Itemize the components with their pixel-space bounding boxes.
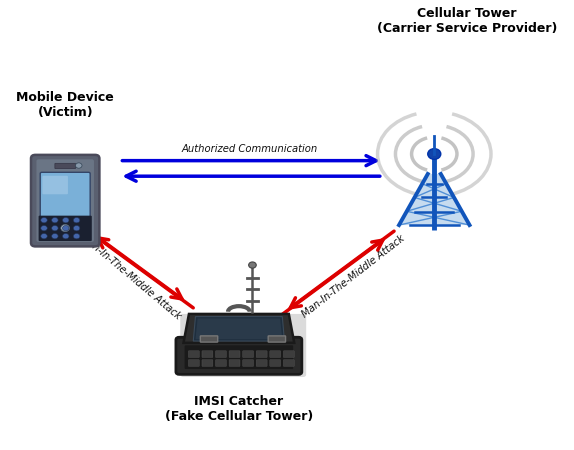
- FancyBboxPatch shape: [55, 163, 76, 169]
- Text: Mobile Device
(Victim): Mobile Device (Victim): [16, 91, 114, 119]
- Polygon shape: [184, 314, 294, 343]
- FancyBboxPatch shape: [284, 360, 294, 366]
- Circle shape: [249, 262, 256, 268]
- FancyBboxPatch shape: [38, 216, 92, 241]
- Circle shape: [63, 217, 69, 223]
- FancyBboxPatch shape: [42, 176, 68, 194]
- Polygon shape: [193, 317, 285, 341]
- FancyBboxPatch shape: [40, 172, 90, 219]
- FancyBboxPatch shape: [36, 159, 94, 242]
- Circle shape: [41, 217, 47, 223]
- Circle shape: [61, 225, 69, 232]
- Text: Cellular Tower
(Carrier Service Provider): Cellular Tower (Carrier Service Provider…: [377, 7, 557, 35]
- Circle shape: [76, 163, 82, 168]
- Circle shape: [52, 217, 58, 223]
- Circle shape: [63, 225, 69, 231]
- Circle shape: [428, 148, 441, 159]
- FancyBboxPatch shape: [200, 336, 218, 342]
- Polygon shape: [196, 318, 282, 339]
- Circle shape: [73, 217, 80, 223]
- FancyBboxPatch shape: [229, 360, 240, 366]
- Circle shape: [63, 234, 69, 239]
- Circle shape: [57, 222, 73, 234]
- FancyBboxPatch shape: [202, 351, 213, 357]
- FancyBboxPatch shape: [185, 345, 293, 369]
- FancyBboxPatch shape: [229, 351, 240, 357]
- FancyBboxPatch shape: [256, 360, 267, 366]
- Circle shape: [52, 225, 58, 231]
- Text: Authorized Communication: Authorized Communication: [181, 144, 318, 153]
- FancyBboxPatch shape: [216, 351, 226, 357]
- Circle shape: [73, 234, 80, 239]
- FancyBboxPatch shape: [270, 351, 281, 357]
- FancyBboxPatch shape: [176, 337, 302, 374]
- Text: Man-In-The-Middle Attack: Man-In-The-Middle Attack: [300, 233, 406, 320]
- Circle shape: [73, 225, 80, 231]
- FancyBboxPatch shape: [188, 360, 199, 366]
- FancyBboxPatch shape: [188, 351, 199, 357]
- FancyBboxPatch shape: [256, 351, 267, 357]
- Text: Man-In-The-Middle Attack: Man-In-The-Middle Attack: [78, 231, 183, 321]
- FancyBboxPatch shape: [243, 360, 254, 366]
- FancyBboxPatch shape: [268, 336, 285, 342]
- FancyBboxPatch shape: [202, 360, 213, 366]
- Polygon shape: [399, 174, 470, 225]
- FancyBboxPatch shape: [31, 155, 99, 247]
- Text: IMSI Catcher
(Fake Cellular Tower): IMSI Catcher (Fake Cellular Tower): [165, 396, 313, 423]
- Circle shape: [41, 234, 47, 239]
- FancyBboxPatch shape: [243, 351, 254, 357]
- FancyBboxPatch shape: [270, 360, 281, 366]
- Circle shape: [52, 234, 58, 239]
- Circle shape: [41, 225, 47, 231]
- FancyBboxPatch shape: [284, 351, 294, 357]
- FancyBboxPatch shape: [180, 314, 306, 377]
- FancyBboxPatch shape: [216, 360, 226, 366]
